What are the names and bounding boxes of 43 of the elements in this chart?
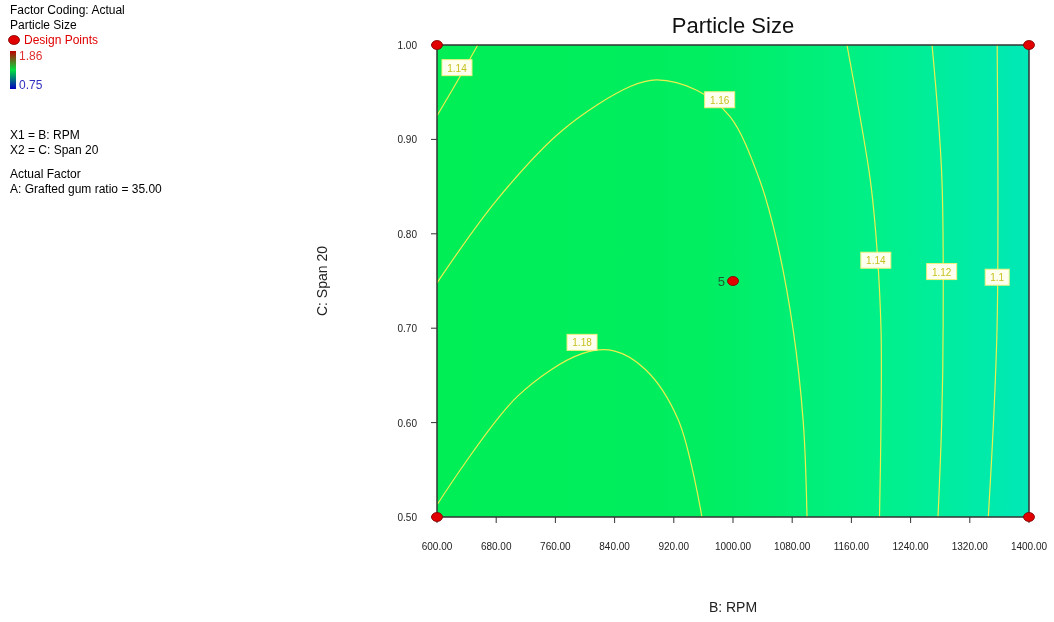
annotation: 1.14 (447, 62, 468, 74)
line-series (437, 349, 703, 518)
legend-label: Design Points (24, 33, 99, 47)
y-tick-label: 0.60 (397, 417, 418, 429)
text: Factor Coding: Actual (10, 3, 125, 17)
x-tick-label: 1400.00 (1010, 541, 1048, 552)
text: Actual Factor (10, 167, 81, 181)
y-tick-label: 0.70 (397, 323, 418, 335)
text: X1 = B: RPM (10, 128, 80, 142)
annotation: 1.1 (990, 272, 1005, 284)
point (431, 40, 443, 50)
x-tick-label: 1240.00 (892, 541, 930, 552)
point (1023, 512, 1035, 522)
text: Particle Size (10, 18, 78, 32)
point (727, 276, 739, 286)
x-tick-label: 760.00 (540, 541, 572, 552)
annotation: 5 (717, 274, 725, 289)
color-bar-label: 1.86 (19, 49, 43, 63)
y-tick-label: 0.50 (397, 512, 418, 523)
x-tick-label: 680.00 (480, 541, 512, 552)
y-tick-label: 0.90 (397, 134, 418, 146)
x-axis-title: B: RPM (708, 599, 758, 615)
x-tick-label: 600.00 (421, 541, 453, 552)
text: X2 = C: Span 20 (10, 143, 99, 157)
text: A: Grafted gum ratio = 35.00 (10, 182, 163, 196)
x-tick-label: 1160.00 (833, 541, 870, 552)
annotation: 1.16 (709, 94, 730, 106)
x-tick-label: 920.00 (658, 541, 690, 552)
chart-title: Particle Size (671, 13, 795, 38)
annotation: 1.12 (931, 266, 952, 278)
x-tick-label: 1320.00 (951, 541, 989, 552)
y-tick-label: 1.00 (397, 40, 418, 51)
line-series (436, 79, 808, 518)
y-axis-title: C: Span 20 (314, 245, 330, 317)
annotation: 1.14 (866, 255, 886, 267)
annotation: 1.18 (572, 337, 593, 349)
y-tick-label: 0.80 (397, 228, 418, 240)
x-tick-label: 1080.00 (774, 541, 811, 552)
point (431, 512, 443, 522)
point (1023, 40, 1035, 50)
color-bar-label: 0.75 (19, 78, 43, 92)
x-tick-label: 1000.00 (714, 541, 752, 552)
x-tick-label: 840.00 (599, 541, 631, 552)
